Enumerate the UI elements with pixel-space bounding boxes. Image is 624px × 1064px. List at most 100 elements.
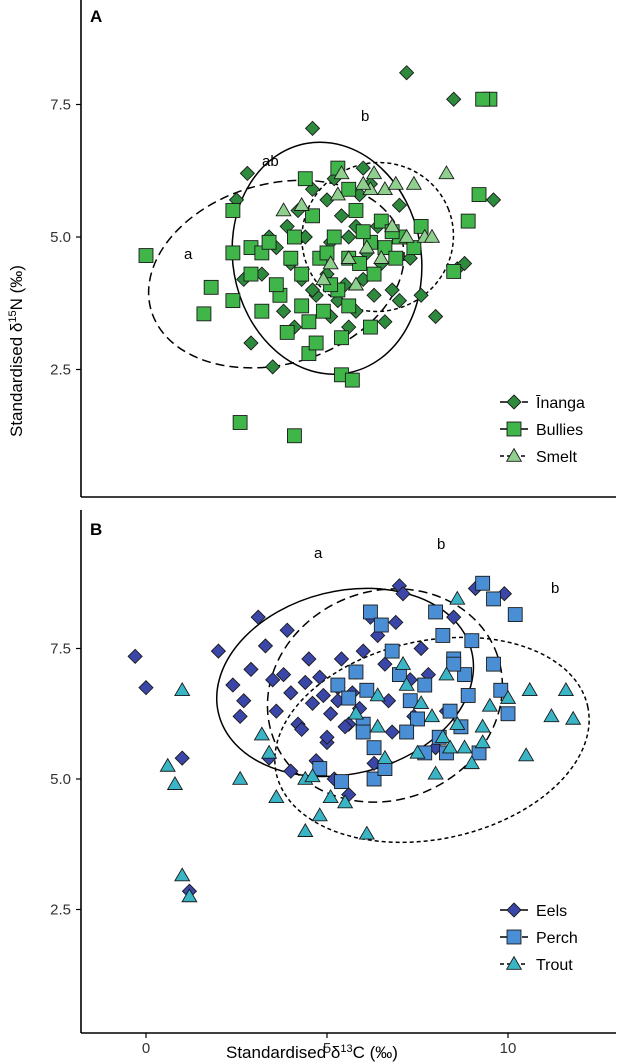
point-eels [265,672,281,688]
panel-a: A 2.5 5.0 7.5 a ab b Īnanga Bullies Smelt [50,0,616,498]
point-eels [319,729,335,745]
point-bullies [388,250,404,266]
point-trout [376,749,394,764]
point-bullies [355,224,371,240]
point-nanga [243,335,259,351]
x-axis-title: Standardised δ13C (‰) [226,1043,398,1062]
ellipse-smelt [301,161,455,313]
point-bullies [225,245,241,261]
point-eels [333,651,350,667]
point-bullies [232,415,248,430]
point-bullies [283,250,299,266]
point-smelt [315,271,332,286]
point-eels [413,640,429,657]
point-smelt [347,276,365,291]
y-axis-title: Standardised δ15N (‰) [7,265,26,437]
point-perch [486,591,501,607]
point-nanga [402,250,418,266]
point-nanga [333,208,350,224]
point-eels [294,721,310,738]
point-perch [355,724,371,740]
point-eels [315,687,332,704]
x-tick-label: 0 [142,1040,150,1057]
point-trout [166,775,184,790]
point-eels [138,680,154,696]
point-bullies [287,428,302,444]
panel-b-annotation-a: a [314,545,323,562]
point-trout [159,757,176,772]
point-perch [341,690,357,706]
point-perch [446,656,462,672]
point-trout [543,708,560,723]
point-smelt [293,196,310,211]
point-smelt [398,228,415,243]
panel-b-ellipses [215,587,590,844]
point-bullies [196,306,212,322]
panel-b-y-ticks: 2.5 5.0 7.5 [50,641,81,919]
point-trout [268,789,285,804]
point-trout [231,770,249,785]
point-bullies [243,266,259,282]
point-eels [236,693,252,709]
point-perch [312,761,328,776]
point-bullies [308,335,324,351]
point-trout [449,715,466,730]
point-bullies [225,203,241,218]
x-axis-title-suffix: C (‰) [353,1043,398,1062]
point-perch [493,682,509,698]
point-smelt [387,175,404,190]
point-trout [409,744,426,759]
legend-marker [506,929,522,945]
point-trout [398,676,415,691]
point-bullies [406,240,422,256]
point-bullies [287,229,302,245]
legend-marker [505,447,523,462]
point-perch [475,575,491,591]
point-eels [297,674,313,691]
point-trout [260,744,278,759]
panel-a-ellipses [147,141,455,375]
point-trout [521,682,538,697]
point-bullies [297,171,313,187]
point-eels [283,763,299,779]
y-tick-label: 5.0 [50,229,71,246]
legend-marker [506,902,522,918]
point-perch [428,604,444,620]
y-axis-title-sup: 15 [7,310,19,322]
panel-b: B 2.5 5.0 7.5 a b b Eels Perch Trout 0 5 10 [50,510,616,1057]
panel-a-label: A [90,7,102,26]
point-bullies [341,181,357,197]
legend-label: Smelt [536,449,577,466]
point-bullies [294,266,310,282]
point-perch [373,617,389,633]
point-bullies [294,298,310,314]
point-eels [232,708,248,724]
point-perch [334,774,349,790]
point-perch [486,656,501,672]
point-trout [449,590,466,605]
point-eels [279,622,295,638]
point-bullies [301,314,317,330]
panel-b-annotation-b2: b [551,580,559,597]
point-perch [507,607,523,622]
point-eels [304,695,321,711]
point-smelt [333,165,350,180]
panel-a-annotation-a: a [184,246,193,263]
point-eels [377,656,393,672]
legend-marker [505,955,523,970]
point-eels [312,669,328,685]
point-bullies [344,372,360,388]
point-trout [499,689,517,704]
point-nanga [399,65,415,81]
panel-b-points [127,575,582,903]
point-smelt [358,239,375,254]
legend-marker [506,421,522,437]
point-trout [336,794,354,809]
point-trout [253,726,270,741]
y-axis-title-suffix: N (‰) [7,265,26,310]
point-trout [474,718,491,733]
point-bullies [334,330,349,346]
point-nanga [485,192,502,208]
point-trout [456,739,473,754]
point-nanga [304,282,321,298]
